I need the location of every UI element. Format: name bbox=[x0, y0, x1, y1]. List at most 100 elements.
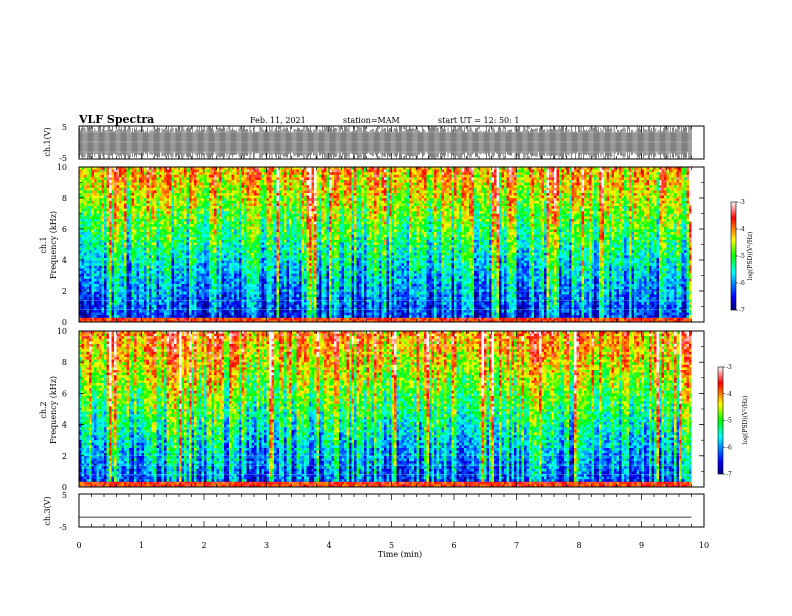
ch1-spec-cell bbox=[217, 172, 220, 175]
ch1-spec-cell bbox=[262, 198, 265, 201]
ch1-spec-cell bbox=[462, 216, 465, 219]
ch1-spec-cell bbox=[499, 185, 502, 188]
ch1-spec-cell bbox=[467, 216, 470, 219]
ch1-spec-cell bbox=[199, 206, 202, 209]
ch1-spec-cell bbox=[192, 180, 195, 183]
ch1-spec-cell bbox=[497, 201, 500, 204]
ch1-spec-cell bbox=[147, 216, 150, 219]
ch1-spec-cell bbox=[647, 214, 650, 217]
ch1-spec-cell bbox=[624, 209, 627, 212]
ch1-spec-cell bbox=[162, 190, 165, 193]
ch1-spec-cell bbox=[649, 177, 652, 180]
ch1-spec-cell bbox=[477, 209, 480, 212]
ch1-spec-cell bbox=[392, 188, 395, 191]
ch1-spec-cell bbox=[347, 177, 350, 180]
ch1-spec-cell bbox=[469, 190, 472, 193]
ch1-spec-cell bbox=[82, 219, 85, 222]
ch1-spec-cell bbox=[332, 211, 335, 214]
ch1-spec-cell bbox=[559, 177, 562, 180]
ch1-spec-cell bbox=[167, 203, 170, 206]
ch1-spec-cell bbox=[479, 190, 482, 193]
ch1-spec-cell bbox=[619, 175, 622, 178]
ch1-spec-cell bbox=[332, 170, 335, 173]
ch1-spec-cell bbox=[317, 214, 320, 217]
ch1-spec-cell bbox=[599, 201, 602, 204]
ch1-spec-cell bbox=[417, 185, 420, 188]
ch1-spec-cell bbox=[439, 185, 442, 188]
ch1-spec-cell bbox=[372, 193, 375, 196]
ch1-spec-cell bbox=[667, 175, 670, 178]
ch1-spec-cell bbox=[377, 188, 380, 191]
ch1-spec-cell bbox=[464, 193, 467, 196]
ch1-spec-cell bbox=[224, 216, 227, 219]
ch1-spec-cell bbox=[644, 172, 647, 175]
ch1-spec-cell bbox=[397, 206, 400, 209]
ch1-spec-cell bbox=[237, 209, 240, 212]
ch1-spec-cell bbox=[154, 203, 157, 206]
ch1-spec-cell bbox=[284, 198, 287, 201]
ch1-spec-cell bbox=[459, 216, 462, 219]
ch1-spec-cell bbox=[292, 214, 295, 217]
ch1-spec-cell bbox=[454, 193, 457, 196]
ch1-spec-cell bbox=[232, 203, 235, 206]
ch1-spec-cell bbox=[374, 185, 377, 188]
ch1-spec-cell bbox=[164, 219, 167, 222]
ch1-spec-cell bbox=[644, 180, 647, 183]
ch1-spec-cell bbox=[369, 201, 372, 204]
ch1-spec-cell bbox=[637, 203, 640, 206]
ch1-spec-cell bbox=[369, 203, 372, 206]
ch1-spec-cell bbox=[244, 175, 247, 178]
ch1-spec-cell bbox=[182, 201, 185, 204]
ch1-spec-cell bbox=[442, 175, 445, 178]
ch1-spec-cell bbox=[477, 190, 480, 193]
ch1-spec-cell bbox=[237, 201, 240, 204]
ch1-spec-cell bbox=[194, 175, 197, 178]
ch1-spec-cell bbox=[189, 209, 192, 212]
ch1-spec-cell bbox=[347, 175, 350, 178]
ch1-spec-cell bbox=[284, 206, 287, 209]
ch1-spec-cell bbox=[607, 198, 610, 201]
ch1-spec-cell bbox=[232, 190, 235, 193]
ch1-spec-cell bbox=[412, 198, 415, 201]
ch1-spec-cell bbox=[489, 196, 492, 199]
ch1-spec-cell bbox=[544, 190, 547, 193]
ch1-spec-cell bbox=[517, 180, 520, 183]
ch1-spec-cell bbox=[519, 211, 522, 214]
ch1-spec-cell bbox=[479, 185, 482, 188]
ch1-spec-cell bbox=[657, 193, 660, 196]
ch1-spec-cell bbox=[637, 185, 640, 188]
ch1-spec-cell bbox=[554, 216, 557, 219]
ch1-spec-cell bbox=[202, 188, 205, 191]
ch1-spec-cell bbox=[584, 196, 587, 199]
ch1-spec-cell bbox=[437, 190, 440, 193]
ch1-spec-cell bbox=[632, 196, 635, 199]
ch1-spec-cell bbox=[199, 183, 202, 186]
ch1-spec-cell bbox=[194, 183, 197, 186]
ch1-spec-cell bbox=[509, 193, 512, 196]
ch1-spec-cell bbox=[544, 216, 547, 219]
ch1-spec-cell bbox=[94, 172, 97, 175]
ch1-spec-cell bbox=[517, 203, 520, 206]
ch1-spec-cell bbox=[259, 201, 262, 204]
ch1-spec-cell bbox=[549, 188, 552, 191]
ch1-spec-cell bbox=[447, 209, 450, 212]
ch1-spec-cell bbox=[232, 198, 235, 201]
ch1-spec-cell bbox=[357, 214, 360, 217]
ch1-spec-cell bbox=[242, 216, 245, 219]
ch1-spec-cell bbox=[242, 188, 245, 191]
ch1-spec-cell bbox=[204, 193, 207, 196]
ch1-spec-cell bbox=[452, 214, 455, 217]
ch1-spec-cell bbox=[359, 201, 362, 204]
ch1-spec-cell bbox=[607, 170, 610, 173]
ch1-spec-cell bbox=[119, 216, 122, 219]
ch1-spec-cell bbox=[577, 211, 580, 214]
ch1-spec-cell bbox=[579, 172, 582, 175]
ch1-spec-cell bbox=[487, 211, 490, 214]
ch1-spec-cell bbox=[659, 190, 662, 193]
ch1-spec-cell bbox=[104, 211, 107, 214]
ch1-spec-cell bbox=[382, 209, 385, 212]
ch1-spec-cell bbox=[312, 214, 315, 217]
ch1-spec-cell bbox=[194, 206, 197, 209]
ch1-spec-cell bbox=[334, 193, 337, 196]
ch1-spec-cell bbox=[549, 175, 552, 178]
